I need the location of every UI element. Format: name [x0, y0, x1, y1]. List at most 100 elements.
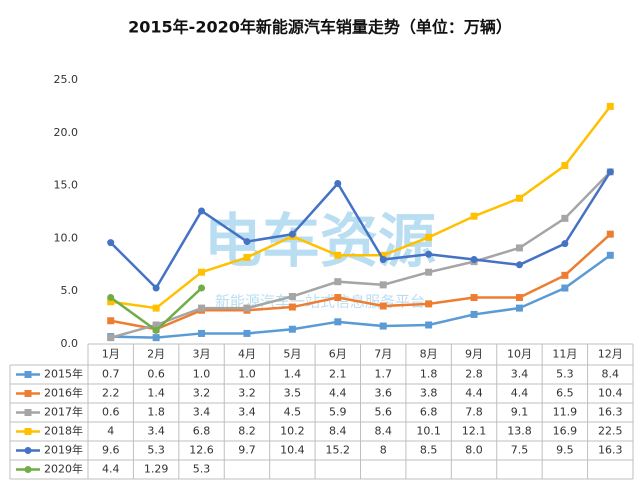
point — [152, 284, 160, 292]
table-value: 12.6 — [189, 444, 214, 457]
table-value: 1.0 — [193, 368, 211, 381]
point — [334, 318, 342, 326]
table-value: 9.6 — [102, 444, 120, 457]
point — [198, 207, 206, 215]
series-line — [109, 171, 612, 291]
table-value: 1.8 — [147, 406, 165, 419]
point — [243, 253, 251, 261]
point — [606, 230, 614, 238]
point — [606, 168, 614, 176]
point — [152, 326, 160, 334]
series-line — [110, 170, 612, 339]
point — [334, 179, 342, 187]
table-value: 3.2 — [193, 387, 211, 400]
table-value: 3.5 — [284, 387, 302, 400]
table-value: 1.4 — [284, 368, 302, 381]
table-value: 13.8 — [507, 425, 532, 438]
point — [425, 250, 433, 258]
point — [198, 304, 206, 312]
table-value: 2.2 — [102, 387, 120, 400]
point — [288, 292, 296, 300]
legend-label: 2017年 — [44, 405, 83, 419]
table-value: 16.3 — [598, 444, 623, 457]
point — [107, 334, 115, 342]
table-value: 2.1 — [329, 368, 347, 381]
table-value: 4.4 — [329, 387, 347, 400]
point — [470, 294, 478, 302]
x-tick-label: 10月 — [507, 348, 532, 361]
table-value: 9.1 — [511, 406, 529, 419]
point — [243, 238, 251, 246]
x-tick-label: 1月 — [102, 348, 120, 361]
series-line — [110, 254, 612, 339]
table-value: 22.5 — [598, 425, 623, 438]
point — [198, 329, 206, 337]
table-value: 15.2 — [326, 444, 351, 457]
point — [561, 284, 569, 292]
point — [470, 256, 478, 264]
table-value: 5.9 — [329, 406, 347, 419]
point — [425, 321, 433, 329]
x-tick-label: 8月 — [420, 348, 438, 361]
table-value: 6.8 — [420, 406, 438, 419]
point — [288, 230, 296, 238]
legend-marker — [24, 428, 32, 435]
table-value: 0.6 — [102, 406, 120, 419]
table-value: 8.4 — [602, 368, 620, 381]
point — [561, 271, 569, 279]
table-value: 8.2 — [238, 425, 256, 438]
y-tick-label: 10.0 — [54, 231, 79, 244]
y-tick-label: 0.0 — [61, 337, 79, 350]
point — [107, 298, 115, 306]
x-tick-label: 2月 — [147, 348, 165, 361]
point — [334, 294, 342, 302]
table-value: 10.1 — [416, 425, 441, 438]
y-tick-label: 25.0 — [54, 73, 79, 86]
point — [379, 251, 387, 259]
x-tick-label: 3月 — [193, 348, 211, 361]
series-line — [110, 233, 612, 331]
point — [515, 244, 523, 252]
legend-marker — [24, 447, 32, 454]
x-tick-label: 12月 — [598, 348, 623, 361]
table-value: 1.0 — [238, 368, 256, 381]
point — [561, 214, 569, 222]
table-value: 3.8 — [420, 387, 438, 400]
point — [243, 304, 251, 312]
point — [152, 321, 160, 329]
x-tick-label: 7月 — [374, 348, 392, 361]
table-value: 7.5 — [511, 444, 529, 457]
table-value: 4.5 — [284, 406, 302, 419]
x-tick-label: 6月 — [329, 348, 347, 361]
table-value: 8 — [380, 444, 387, 457]
table-value: 16.3 — [598, 406, 623, 419]
table-value: 11.9 — [553, 406, 578, 419]
table-value: 3.4 — [147, 425, 165, 438]
point — [107, 294, 115, 302]
table-value: 6.5 — [556, 387, 574, 400]
table-value: 1.8 — [420, 368, 438, 381]
table-value: 16.9 — [553, 425, 578, 438]
table-value: 5.3 — [193, 463, 211, 476]
table-value: 1.29 — [144, 463, 169, 476]
point — [515, 294, 523, 302]
point — [515, 304, 523, 312]
legend-marker — [24, 466, 32, 473]
point — [470, 310, 478, 318]
legend-label: 2018年 — [44, 424, 83, 438]
table-value: 1.7 — [374, 368, 392, 381]
legend-marker — [24, 371, 32, 378]
table-value: 8.0 — [465, 444, 483, 457]
legend-label: 2015年 — [44, 367, 83, 381]
table-value: 4.4 — [465, 387, 483, 400]
table-value: 3.4 — [193, 406, 211, 419]
x-tick-label: 5月 — [283, 348, 301, 361]
y-tick-label: 20.0 — [54, 126, 79, 139]
series-line — [110, 105, 612, 310]
chart-title: 2015年-2020年新能源汽车销量走势（单位：万辆） — [128, 18, 512, 37]
table-value: 9.7 — [238, 444, 256, 457]
legend-label: 2016年 — [44, 386, 83, 400]
x-tick-label: 9月 — [465, 348, 483, 361]
point — [379, 322, 387, 330]
